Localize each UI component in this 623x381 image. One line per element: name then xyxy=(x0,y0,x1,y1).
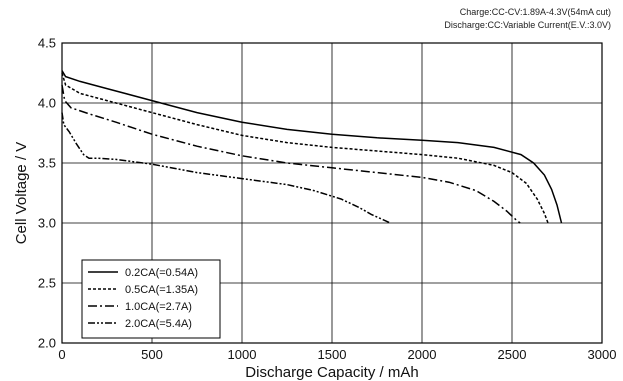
x-tick-label: 0 xyxy=(58,347,65,362)
x-axis-label: Discharge Capacity / mAh xyxy=(245,364,418,381)
plot-frame xyxy=(61,42,603,344)
y-tick-label: 2.5 xyxy=(38,276,56,291)
x-tick-label: 1000 xyxy=(228,347,257,362)
legend: 0.2CA(=0.54A) 0.5CA(=1.35A) 1.0CA(=2.7A) 2.… xyxy=(81,259,221,339)
y-tick-label: 4.5 xyxy=(38,36,56,51)
legend-label-3: 1.0CA(=2.7A) xyxy=(125,301,192,313)
series-line-1 xyxy=(61,70,563,224)
x-tick-label: 500 xyxy=(141,347,163,362)
legend-box xyxy=(81,259,221,339)
y-tick-label: 3.5 xyxy=(38,156,56,171)
x-tick-label: 2000 xyxy=(408,347,437,362)
discharge-condition-note: Discharge:CC:Variable Current(E.V.:3.0V) xyxy=(444,20,611,30)
legend-label-1: 0.2CA(=0.54A) xyxy=(125,267,198,279)
grid-lines xyxy=(62,43,602,343)
tick-labels: 0 500 1000 1500 2000 2500 3000 2.0 2.5 3.0 3.5 4.0 4… xyxy=(38,36,617,363)
charge-condition-note: Charge:CC-CV:1.89A-4.3V(54mA cut) xyxy=(459,7,611,17)
y-tick-label: 2.0 xyxy=(38,336,56,351)
x-tick-label: 2500 xyxy=(498,347,527,362)
series-line-2 xyxy=(61,72,549,224)
x-tick-label: 3000 xyxy=(588,347,617,362)
y-tick-label: 3.0 xyxy=(38,216,56,231)
y-tick-label: 4.0 xyxy=(38,96,56,111)
data-series xyxy=(61,70,563,224)
series-line-3 xyxy=(61,84,521,224)
y-axis-label: Cell Voltage / V xyxy=(13,142,30,245)
series-line-4 xyxy=(61,112,391,224)
x-tick-label: 1500 xyxy=(318,347,347,362)
legend-label-4: 2.0CA(=5.4A) xyxy=(125,318,192,330)
legend-label-2: 0.5CA(=1.35A) xyxy=(125,284,198,296)
